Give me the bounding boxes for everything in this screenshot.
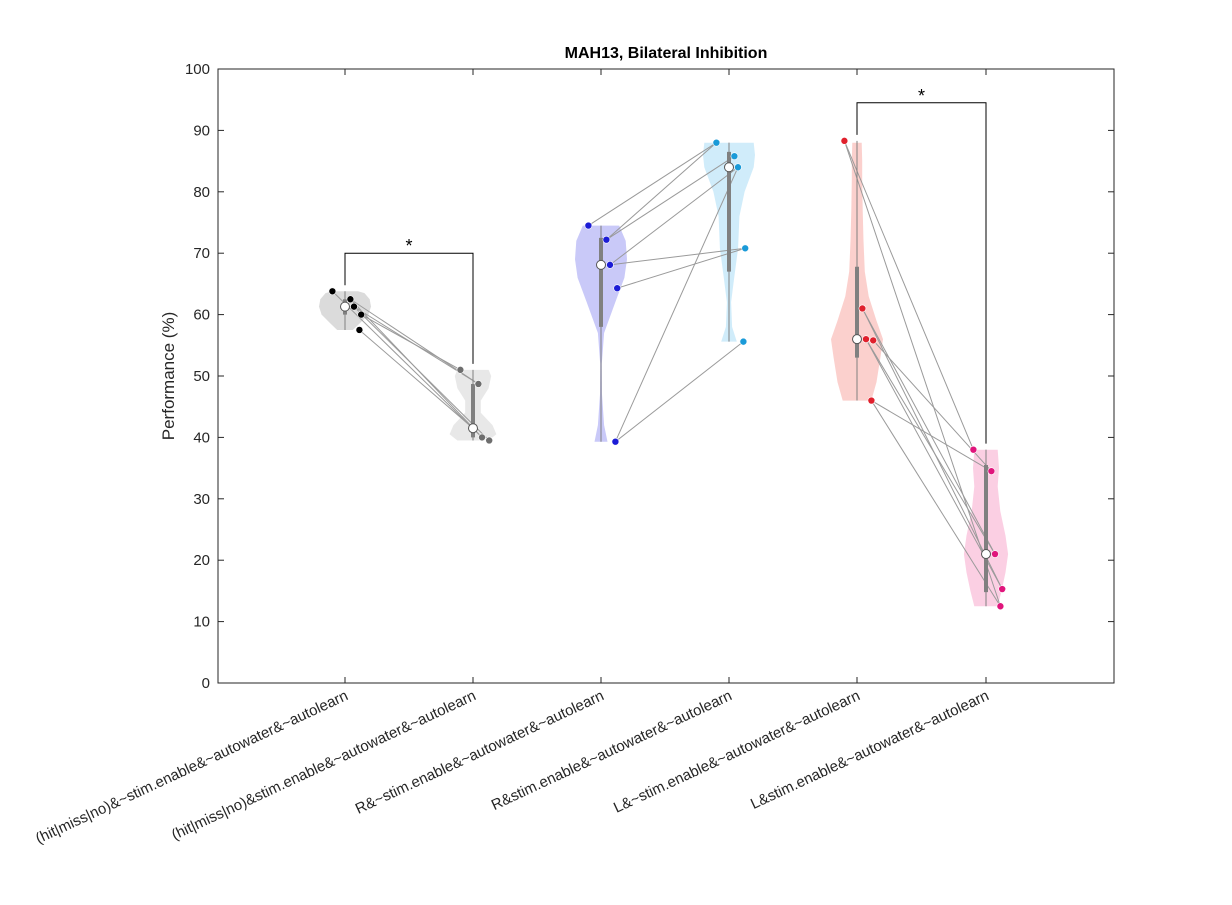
- pair-line-1-1: [606, 155, 735, 241]
- pair-line-0-0: [332, 290, 483, 438]
- pair-line-0-4: [359, 329, 474, 429]
- pair-line-1-3: [617, 247, 746, 289]
- median-marker-3: [724, 162, 734, 173]
- y-axis: 0 10 20 30 40 50 60 70 80 90 100: [185, 61, 1114, 692]
- data-point-0-4: [355, 326, 364, 334]
- pair-line-0-5: [350, 298, 483, 438]
- data-point-5-0: [969, 445, 978, 454]
- data-point-3-3: [741, 244, 750, 253]
- y-tick-label-0: 0: [202, 675, 210, 692]
- data-point-0-1: [346, 295, 355, 304]
- pair-line-2-3: [865, 338, 996, 555]
- pair-line-2-7: [865, 338, 1003, 590]
- data-point-2-3: [613, 284, 622, 292]
- pair-line-1-0: [588, 142, 717, 226]
- data-point-2-4: [611, 437, 620, 446]
- data-point-3-4: [739, 337, 748, 346]
- data-point-5-4: [996, 602, 1005, 611]
- median-marker-5: [981, 549, 991, 560]
- data-point-5-3: [998, 585, 1007, 593]
- data-point-0-2: [350, 302, 358, 311]
- data-point-3-2: [734, 163, 742, 172]
- significance-bracket-1: [856, 102, 987, 444]
- pair-line-2-5: [870, 400, 1001, 607]
- data-point-1-2: [478, 433, 486, 442]
- median-marker-2: [596, 259, 606, 270]
- median-marker-0: [340, 301, 350, 312]
- data-point-1-0: [456, 366, 465, 374]
- y-tick-label-1: 10: [193, 614, 210, 631]
- pair-line-1-5: [614, 167, 739, 442]
- data-point-4-0: [840, 137, 849, 145]
- data-point-0-3: [357, 310, 366, 319]
- data-point-1-3: [485, 436, 494, 445]
- x-tick-label-4: L&~stim.enable&~autowater&~autolearn: [611, 687, 863, 816]
- pair-line-1-7: [606, 142, 717, 241]
- data-point-4-3: [869, 336, 878, 345]
- significance-label-0: *: [405, 236, 412, 256]
- y-tick-label-6: 60: [193, 307, 210, 324]
- y-tick-label-3: 30: [193, 491, 210, 508]
- pair-line-1-2: [609, 166, 739, 266]
- data-point-5-2: [991, 550, 999, 558]
- data-point-1-1: [474, 380, 483, 388]
- data-point-0-0: [328, 287, 337, 296]
- pair-line-2-1: [843, 140, 1001, 607]
- y-tick-label-4: 40: [193, 429, 210, 446]
- significance-label-1: *: [918, 86, 925, 106]
- plot-area: **: [319, 86, 1009, 611]
- y-axis-label: Performance (%): [159, 312, 178, 440]
- data-point-3-0: [712, 138, 721, 147]
- pair-line-2-8: [861, 308, 996, 555]
- data-point-4-4: [867, 396, 876, 405]
- data-point-2-0: [584, 221, 593, 230]
- x-axis: (hit|miss|no)&~stim.enable&~autowater&~a…: [33, 69, 992, 847]
- pair-line-2-0: [843, 140, 974, 450]
- data-point-2-1: [602, 235, 611, 244]
- y-tick-label-2: 20: [193, 552, 210, 569]
- y-tick-label-7: 70: [193, 245, 210, 262]
- data-point-4-1: [858, 304, 867, 313]
- data-point-5-1: [987, 467, 996, 475]
- data-point-3-1: [730, 152, 739, 160]
- x-tick-label-2: R&~stim.enable&~autowater&~autolearn: [353, 687, 607, 817]
- x-tick-label-3: R&stim.enable&~autowater&~autolearn: [489, 687, 735, 814]
- y-tick-label-10: 100: [185, 61, 210, 78]
- y-tick-label-5: 50: [193, 368, 210, 385]
- y-tick-label-9: 90: [193, 122, 210, 139]
- pair-line-1-4: [615, 341, 744, 443]
- significance-bracket-0: [344, 252, 474, 364]
- x-tick-label-5: L&stim.enable&~autowater&~autolearn: [748, 687, 992, 813]
- pair-line-1-6: [609, 247, 746, 266]
- median-marker-1: [468, 423, 478, 434]
- median-marker-4: [852, 334, 862, 345]
- chart-title: MAH13, Bilateral Inhibition: [565, 45, 768, 62]
- data-point-4-2: [862, 335, 870, 343]
- data-point-2-2: [606, 261, 614, 269]
- y-tick-label-8: 80: [193, 184, 210, 201]
